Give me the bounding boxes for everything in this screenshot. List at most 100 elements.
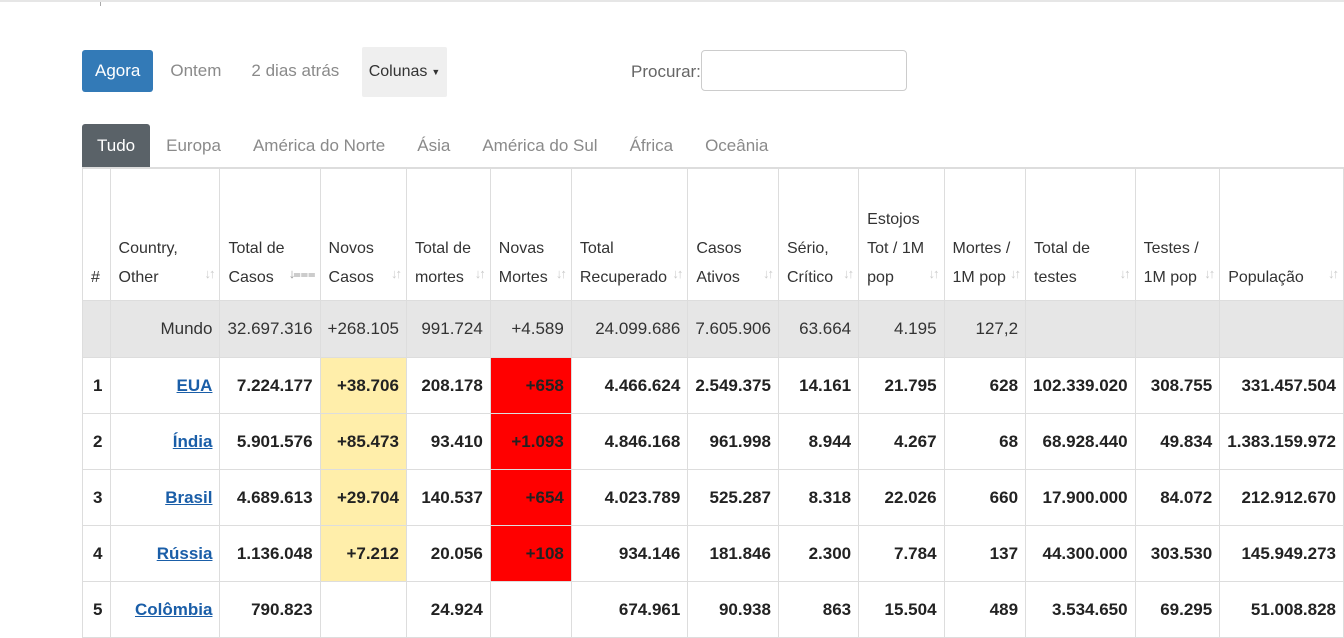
tab-america-do-sul[interactable]: América do Sul: [482, 136, 598, 155]
covid-table: # Country, Other ↓↑ Total de Casos ↓⩶ Novo…: [82, 168, 1344, 638]
country-cell: Rússia: [109, 525, 221, 582]
header-label: Total de testes: [1034, 240, 1091, 286]
total-deaths-cell: 140.537: [405, 469, 491, 526]
col-header-total-deaths[interactable]: Total de mortes ↓↑: [405, 168, 491, 301]
col-header-total-cases[interactable]: Total de Casos ↓⩶: [219, 168, 321, 301]
recovered-cell: 674.961: [570, 581, 689, 638]
active-cell: 90.938: [687, 581, 779, 638]
search-input[interactable]: [701, 50, 907, 91]
critical-cell: 14.161: [777, 357, 860, 414]
col-header-deaths-per-m[interactable]: Mortes / 1M pop ↓↑: [943, 168, 1027, 301]
critical-cell: 2.300: [777, 525, 860, 582]
country-link[interactable]: Brasil: [165, 487, 213, 507]
col-header-num[interactable]: #: [82, 168, 111, 301]
sort-icon: ↓↑: [843, 266, 854, 281]
tests-cell: 17.900.000: [1025, 469, 1136, 526]
header-label: Mortes / 1M pop: [952, 240, 1011, 286]
total-cases-cell: 32.697.316: [219, 300, 321, 358]
cases-per-m-cell: 22.026: [858, 469, 945, 526]
world-row: Mundo 32.697.316 +268.105 991.724 +4.589…: [82, 300, 1344, 358]
header-label: Testes / 1M pop: [1143, 240, 1199, 286]
col-header-country[interactable]: Country, Other ↓↑: [109, 168, 221, 301]
tab-asia[interactable]: Ásia: [417, 136, 451, 155]
row-num: [82, 300, 111, 358]
tab-oceania[interactable]: Oceânia: [705, 136, 769, 155]
recovered-cell: 4.466.624: [570, 357, 689, 414]
pill-ontem[interactable]: Ontem: [170, 61, 222, 80]
country-cell: Mundo: [109, 300, 221, 358]
deaths-per-m-cell: 660: [943, 469, 1027, 526]
col-header-new-cases[interactable]: Novos Casos ↓↑: [319, 168, 407, 301]
tab-africa[interactable]: África: [629, 136, 674, 155]
active-cell: 525.287: [687, 469, 779, 526]
col-header-recovered[interactable]: Total Recuperado ↓↑: [570, 168, 689, 301]
cases-per-m-cell: 4.267: [858, 413, 945, 470]
country-cell: Índia: [109, 413, 221, 470]
active-cell: 2.549.375: [687, 357, 779, 414]
new-deaths-cell: +4.589: [489, 300, 572, 358]
tab-tudo[interactable]: Tudo: [82, 124, 151, 167]
sort-icon: ↓↑: [1204, 266, 1215, 281]
header-label: Country, Other: [118, 240, 178, 286]
pill-2-dias-atras[interactable]: 2 dias atrás: [251, 61, 340, 80]
new-deaths-cell: +108: [489, 525, 572, 582]
tab-america-do-norte[interactable]: América do Norte: [252, 136, 386, 155]
sort-icon: ↓↑: [1010, 266, 1021, 281]
tests-cell: [1025, 300, 1136, 358]
col-header-population[interactable]: População ↓↑: [1219, 168, 1344, 301]
columns-label: Colunas: [368, 63, 428, 80]
cases-per-m-cell: 7.784: [858, 525, 945, 582]
recovered-cell: 4.846.168: [570, 413, 689, 470]
header-label: Novos Casos: [328, 240, 374, 286]
recovered-cell: 24.099.686: [570, 300, 689, 358]
deaths-per-m-cell: 68: [943, 413, 1027, 470]
table-row: 3 Brasil 4.689.613 +29.704 140.537 +654 …: [82, 469, 1344, 526]
country-cell: EUA: [109, 357, 221, 414]
col-header-active[interactable]: Casos Ativos ↓↑: [687, 168, 779, 301]
country-link[interactable]: Rússia: [156, 543, 213, 563]
caret-down-icon: ▼: [431, 67, 441, 77]
deaths-per-m-cell: 137: [943, 525, 1027, 582]
col-header-cases-per-m[interactable]: Estojos Tot / 1M pop ↓↑: [858, 168, 945, 301]
population-cell: 212.912.670: [1219, 469, 1344, 526]
total-cases-cell: 4.689.613: [219, 469, 321, 526]
new-deaths-cell: +1.093: [489, 413, 572, 470]
country-link[interactable]: Índia: [172, 431, 213, 451]
header-label: Casos Ativos: [696, 240, 742, 286]
header-label: População: [1228, 269, 1304, 286]
critical-cell: 63.664: [777, 300, 860, 358]
total-cases-cell: 1.136.048: [219, 525, 321, 582]
total-deaths-cell: 93.410: [405, 413, 491, 470]
top-tick-mark: [100, 2, 101, 6]
row-num: 2: [82, 413, 111, 470]
row-num: 4: [82, 525, 111, 582]
sort-icon: ↓↑: [204, 266, 215, 281]
country-cell: Brasil: [109, 469, 221, 526]
table-row: 2 Índia 5.901.576 +85.473 93.410 +1.093 …: [82, 413, 1344, 470]
col-header-tests-per-m[interactable]: Testes / 1M pop ↓↑: [1134, 168, 1221, 301]
col-header-tests[interactable]: Total de testes ↓↑: [1025, 168, 1136, 301]
new-cases-cell: [319, 581, 407, 638]
tests-per-m-cell: [1134, 300, 1221, 358]
new-deaths-cell: [489, 581, 572, 638]
tests-per-m-cell: 303.530: [1134, 525, 1221, 582]
total-cases-cell: 5.901.576: [219, 413, 321, 470]
critical-cell: 8.318: [777, 469, 860, 526]
sort-icon: ↓↑: [474, 266, 486, 281]
total-deaths-cell: 208.178: [405, 357, 491, 414]
pill-agora[interactable]: Agora: [82, 50, 154, 92]
col-header-critical[interactable]: Sério, Crítico ↓↑: [777, 168, 860, 301]
population-cell: 1.383.159.972: [1219, 413, 1344, 470]
new-deaths-cell: +654: [489, 469, 572, 526]
country-cell: Colômbia: [109, 581, 221, 638]
tab-europa[interactable]: Europa: [166, 136, 221, 155]
table-row: 5 Colômbia 790.823 24.924 674.961 90.938…: [82, 581, 1344, 638]
cases-per-m-cell: 15.504: [858, 581, 945, 638]
population-cell: 331.457.504: [1219, 357, 1344, 414]
col-header-new-deaths[interactable]: Novas Mortes ↓↑: [489, 168, 572, 301]
columns-dropdown-button[interactable]: Colunas ▼: [362, 47, 447, 97]
sort-icon: ↓↑: [555, 266, 567, 281]
deaths-per-m-cell: 628: [943, 357, 1027, 414]
country-link[interactable]: Colômbia: [135, 599, 213, 619]
country-link[interactable]: EUA: [176, 375, 213, 395]
